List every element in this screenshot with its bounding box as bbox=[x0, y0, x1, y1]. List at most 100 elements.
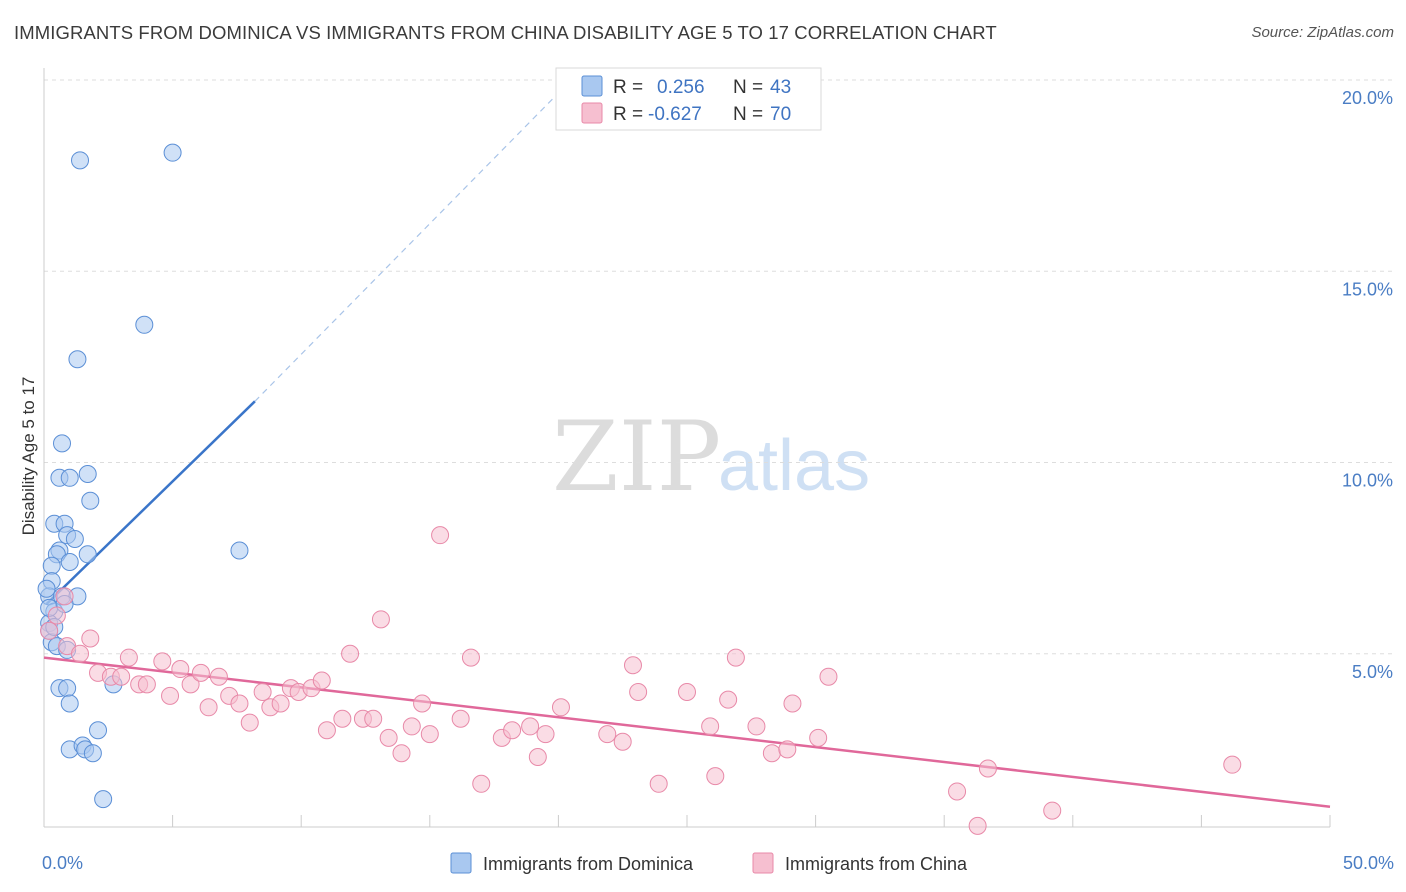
legend-r-label: R = bbox=[613, 104, 643, 125]
data-point-china bbox=[379, 728, 398, 747]
data-point-dominica bbox=[68, 350, 87, 369]
legend-n-label: N = bbox=[733, 104, 763, 125]
data-point-china bbox=[613, 732, 632, 751]
series-legend-label-dominica: Immigrants from Dominica bbox=[483, 854, 694, 874]
legend-n-value-china: 70 bbox=[770, 104, 791, 125]
data-point-china bbox=[137, 675, 156, 694]
data-point-dominica bbox=[58, 679, 77, 698]
y-tick-labels: 5.0% 10.0% 15.0% 20.0% bbox=[1342, 88, 1393, 682]
chart-title: IMMIGRANTS FROM DOMINICA VS IMMIGRANTS F… bbox=[14, 22, 997, 43]
watermark-atlas: atlas bbox=[718, 426, 870, 506]
legend-r-value-china: -0.627 bbox=[648, 104, 702, 125]
trend-lines bbox=[43, 79, 1331, 808]
data-point-dominica bbox=[83, 744, 102, 763]
data-point-china bbox=[503, 721, 522, 740]
data-point-dominica bbox=[135, 315, 154, 334]
data-point-china bbox=[40, 621, 59, 640]
data-point-dominica bbox=[37, 579, 56, 598]
data-point-china bbox=[968, 816, 987, 835]
trend-line-dominica-extension bbox=[254, 79, 572, 402]
data-point-dominica bbox=[71, 151, 90, 170]
data-point-dominica bbox=[230, 541, 249, 560]
y-tick-label: 10.0% bbox=[1342, 471, 1393, 491]
legend-swatch-dominica bbox=[581, 75, 603, 97]
data-point-dominica bbox=[60, 694, 79, 713]
legend-n-label: N = bbox=[733, 77, 763, 98]
data-point-china bbox=[726, 648, 745, 667]
data-point-china bbox=[153, 652, 172, 671]
source-label: Source: ZipAtlas.com bbox=[1251, 24, 1394, 41]
data-point-china bbox=[623, 656, 642, 675]
y-tick-label: 20.0% bbox=[1342, 88, 1393, 108]
data-point-china bbox=[451, 709, 470, 728]
x-tick-label: 0.0% bbox=[42, 853, 83, 873]
data-point-china bbox=[317, 721, 336, 740]
stats-legend: R = 0.256 N = 43 R = -0.627 N = 70 bbox=[555, 67, 822, 131]
data-point-china bbox=[191, 663, 210, 682]
data-point-china bbox=[402, 717, 421, 736]
legend-swatch-china bbox=[581, 102, 603, 124]
data-point-dominica bbox=[42, 556, 61, 575]
data-point-china bbox=[778, 740, 797, 759]
data-point-china bbox=[271, 694, 290, 713]
data-point-dominica bbox=[60, 468, 79, 487]
data-point-china bbox=[472, 774, 491, 793]
data-point-china bbox=[199, 698, 218, 717]
data-point-china bbox=[230, 694, 249, 713]
data-point-china bbox=[392, 744, 411, 763]
data-point-dominica bbox=[81, 491, 100, 510]
series-legend-label-china: Immigrants from China bbox=[785, 854, 968, 874]
y-tick-label: 5.0% bbox=[1352, 662, 1393, 682]
data-point-china bbox=[240, 713, 259, 732]
data-point-dominica bbox=[78, 545, 97, 564]
data-point-china bbox=[528, 748, 547, 767]
data-point-dominica bbox=[60, 552, 79, 571]
data-point-china bbox=[706, 767, 725, 786]
data-point-dominica bbox=[53, 434, 72, 453]
data-point-china bbox=[81, 629, 100, 648]
data-point-china bbox=[171, 660, 190, 679]
series-legend-swatch-china bbox=[752, 852, 774, 874]
data-point-china bbox=[112, 667, 131, 686]
trend-line-dominica bbox=[45, 400, 256, 605]
data-point-china bbox=[161, 686, 180, 705]
data-points bbox=[37, 143, 1242, 835]
y-tick-label: 15.0% bbox=[1342, 279, 1393, 299]
data-point-china bbox=[209, 667, 228, 686]
data-point-china bbox=[1043, 801, 1062, 820]
y-axis-label: Disability Age 5 to 17 bbox=[19, 377, 38, 536]
gridlines bbox=[44, 79, 1392, 655]
data-point-dominica bbox=[78, 464, 97, 483]
data-point-china bbox=[783, 694, 802, 713]
x-ticks: 0.0% 50.0% bbox=[42, 815, 1394, 873]
data-point-china bbox=[119, 648, 138, 667]
data-point-china bbox=[649, 774, 668, 793]
legend-n-value-dominica: 43 bbox=[770, 77, 791, 98]
data-point-china bbox=[819, 667, 838, 686]
data-point-dominica bbox=[65, 530, 84, 548]
data-point-china bbox=[701, 717, 720, 736]
data-point-dominica bbox=[94, 790, 113, 809]
data-point-china bbox=[948, 782, 967, 801]
data-point-china bbox=[55, 587, 74, 606]
data-point-china bbox=[536, 725, 555, 744]
data-point-china bbox=[809, 728, 828, 747]
data-point-china bbox=[747, 717, 766, 736]
x-tick-label: 50.0% bbox=[1343, 853, 1394, 873]
data-point-china bbox=[312, 671, 331, 690]
watermark-zip: ZIP bbox=[552, 401, 721, 513]
data-point-china bbox=[598, 725, 617, 744]
data-point-dominica bbox=[89, 721, 108, 740]
data-point-china bbox=[551, 698, 570, 717]
data-point-china bbox=[719, 690, 738, 709]
data-point-china bbox=[47, 606, 66, 625]
data-point-china bbox=[333, 709, 352, 728]
series-legend-swatch-dominica bbox=[450, 852, 472, 874]
data-point-china bbox=[431, 526, 450, 545]
data-point-china bbox=[71, 644, 90, 663]
trend-line-china bbox=[43, 656, 1331, 808]
data-point-china bbox=[341, 644, 360, 663]
data-point-china bbox=[371, 610, 390, 629]
data-point-china bbox=[629, 683, 648, 701]
